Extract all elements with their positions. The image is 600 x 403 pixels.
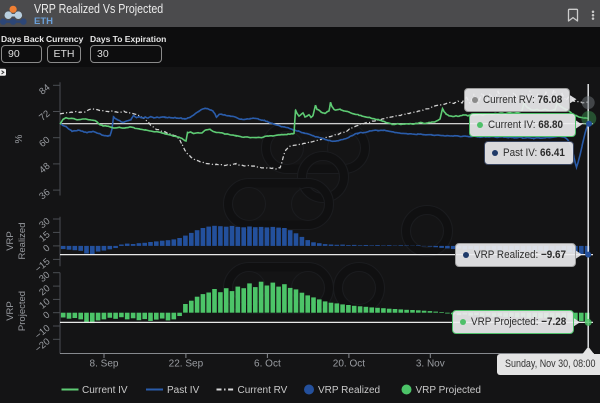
svg-text:22. Sep: 22. Sep (169, 359, 204, 370)
svg-text:Past IV: Past IV (167, 385, 200, 396)
svg-text:VRP: VRP (5, 301, 16, 321)
svg-text:VRP Realized: VRP Realized (318, 385, 380, 396)
svg-text:Projected: Projected (17, 291, 28, 331)
svg-text:3. Nov: 3. Nov (416, 359, 445, 370)
svg-text:0: 0 (41, 310, 52, 322)
svg-text:6. Oct: 6. Oct (254, 359, 281, 370)
svg-text:0: 0 (41, 243, 52, 255)
svg-text:VRP Projected: VRP Projected (416, 385, 481, 396)
svg-text:Current RV: Current RV (238, 385, 288, 396)
svg-text:%: % (14, 134, 25, 143)
svg-text:VRP: VRP (5, 231, 16, 251)
svg-text:Realized: Realized (17, 223, 28, 260)
svg-text:Current IV: Current IV (82, 385, 128, 396)
svg-text:20. Oct: 20. Oct (333, 359, 365, 370)
svg-text:8. Sep: 8. Sep (90, 359, 119, 370)
